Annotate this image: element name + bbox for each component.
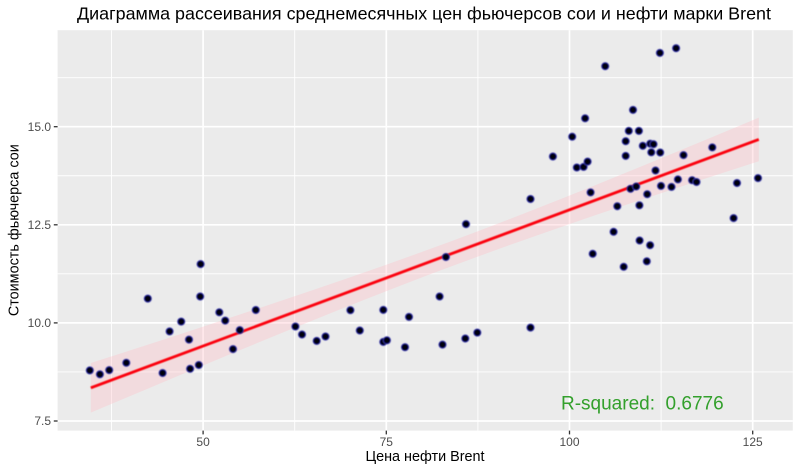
svg-text:Цена нефти Brent: Цена нефти Brent [365,449,484,465]
svg-text:R-squared: 0.6776: R-squared: 0.6776 [561,393,724,414]
svg-text:10.0: 10.0 [28,316,52,330]
svg-text:Стоимость фьючерса сои: Стоимость фьючерса сои [7,144,23,316]
svg-text:100: 100 [559,435,579,449]
svg-text:125: 125 [743,435,763,449]
svg-text:12.5: 12.5 [28,218,52,232]
svg-text:Диаграмма рассеивания среднеме: Диаграмма рассеивания среднемесячных цен… [77,3,771,23]
svg-text:7.5: 7.5 [34,414,51,428]
svg-text:15.0: 15.0 [28,120,52,134]
svg-text:75: 75 [380,435,394,449]
svg-text:50: 50 [196,435,210,449]
